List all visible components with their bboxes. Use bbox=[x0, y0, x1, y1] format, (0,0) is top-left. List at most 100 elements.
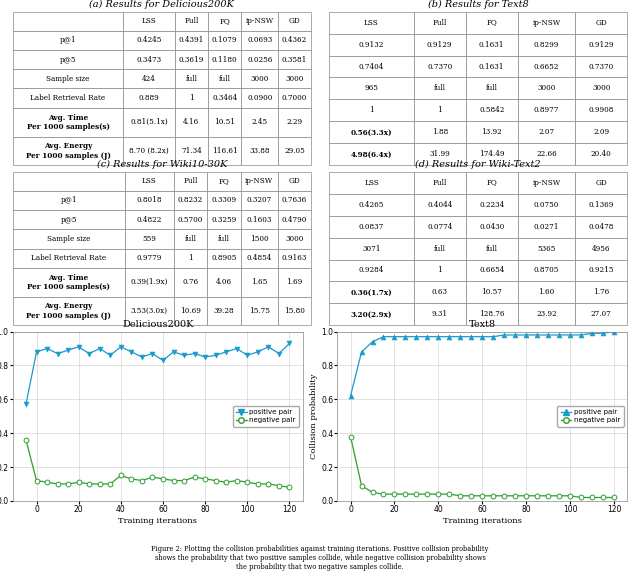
Point bbox=[543, 331, 554, 340]
Point bbox=[42, 478, 52, 487]
Point bbox=[242, 351, 252, 360]
Point bbox=[433, 489, 444, 499]
Point bbox=[389, 489, 399, 499]
Legend: positive pair, negative pair: positive pair, negative pair bbox=[233, 406, 299, 427]
Point bbox=[263, 479, 273, 489]
Point bbox=[609, 493, 619, 502]
Point bbox=[466, 332, 476, 341]
Point bbox=[367, 488, 378, 497]
Point bbox=[466, 491, 476, 500]
Point bbox=[147, 473, 157, 482]
Title: (a) Results for Delicious200K: (a) Results for Delicious200K bbox=[90, 0, 234, 9]
Point bbox=[532, 331, 542, 340]
Point bbox=[253, 479, 263, 489]
Point bbox=[367, 337, 378, 346]
Point bbox=[401, 332, 411, 341]
Point bbox=[477, 332, 488, 341]
Y-axis label: Collision probability: Collision probability bbox=[310, 373, 318, 459]
Point bbox=[532, 491, 542, 500]
Point bbox=[211, 351, 221, 360]
Point bbox=[284, 483, 294, 492]
Point bbox=[158, 474, 168, 484]
Point bbox=[510, 491, 520, 500]
Point bbox=[412, 489, 422, 499]
Point bbox=[263, 342, 273, 351]
Point bbox=[31, 476, 42, 485]
Point bbox=[200, 353, 211, 362]
Point bbox=[543, 491, 554, 500]
Point bbox=[576, 331, 586, 340]
Point bbox=[598, 493, 608, 502]
Point bbox=[598, 329, 608, 338]
Point bbox=[21, 435, 31, 444]
Title: Text8: Text8 bbox=[468, 320, 496, 329]
Point bbox=[455, 332, 465, 341]
Point bbox=[52, 349, 63, 358]
Point bbox=[554, 331, 564, 340]
Point bbox=[242, 478, 252, 487]
Point bbox=[105, 351, 115, 360]
Point bbox=[284, 339, 294, 348]
Point bbox=[116, 342, 126, 351]
Point bbox=[609, 327, 619, 336]
Point bbox=[587, 329, 597, 338]
Point bbox=[52, 479, 63, 489]
Point bbox=[21, 400, 31, 409]
Point bbox=[95, 344, 105, 353]
Point bbox=[168, 347, 179, 357]
Point bbox=[179, 476, 189, 485]
Point bbox=[576, 493, 586, 502]
Point bbox=[84, 479, 94, 489]
Point bbox=[521, 491, 531, 500]
Point bbox=[412, 332, 422, 341]
Point bbox=[126, 474, 136, 484]
Point bbox=[455, 491, 465, 500]
Point bbox=[488, 491, 499, 500]
Point bbox=[521, 331, 531, 340]
Point bbox=[137, 476, 147, 485]
Point bbox=[433, 332, 444, 341]
Point bbox=[31, 347, 42, 357]
Point bbox=[95, 479, 105, 489]
Title: (c) Results for Wiki10-30K: (c) Results for Wiki10-30K bbox=[97, 160, 227, 170]
Point bbox=[232, 344, 242, 353]
Point bbox=[158, 356, 168, 365]
Point bbox=[221, 347, 231, 357]
Point bbox=[499, 331, 509, 340]
X-axis label: Training iterations: Training iterations bbox=[443, 517, 522, 525]
Point bbox=[378, 332, 388, 341]
Point bbox=[189, 473, 200, 482]
Point bbox=[84, 349, 94, 358]
Point bbox=[221, 478, 231, 487]
Point bbox=[565, 491, 575, 500]
Point bbox=[499, 491, 509, 500]
Point bbox=[378, 489, 388, 499]
Point bbox=[105, 479, 115, 489]
Title: Delicious200K: Delicious200K bbox=[122, 320, 193, 329]
Point bbox=[200, 474, 211, 484]
Point bbox=[274, 349, 284, 358]
Text: Figure 2: Plotting the collision probabilities against training iterations. Posi: Figure 2: Plotting the collision probabi… bbox=[151, 545, 489, 571]
Point bbox=[168, 476, 179, 485]
Point bbox=[63, 346, 73, 355]
Point bbox=[211, 476, 221, 485]
Point bbox=[488, 332, 499, 341]
Point bbox=[346, 391, 356, 400]
Point bbox=[189, 349, 200, 358]
Point bbox=[274, 481, 284, 490]
Point bbox=[356, 347, 367, 357]
Point bbox=[587, 493, 597, 502]
Point bbox=[510, 331, 520, 340]
Point bbox=[346, 432, 356, 441]
Title: (b) Results for Text8: (b) Results for Text8 bbox=[428, 0, 529, 9]
Point bbox=[565, 331, 575, 340]
Point bbox=[477, 491, 488, 500]
Point bbox=[422, 332, 433, 341]
Point bbox=[179, 351, 189, 360]
Point bbox=[389, 332, 399, 341]
Point bbox=[444, 489, 454, 499]
X-axis label: Training iterations: Training iterations bbox=[118, 517, 197, 525]
Legend: positive pair, negative pair: positive pair, negative pair bbox=[557, 406, 624, 427]
Point bbox=[126, 347, 136, 357]
Point bbox=[74, 478, 84, 487]
